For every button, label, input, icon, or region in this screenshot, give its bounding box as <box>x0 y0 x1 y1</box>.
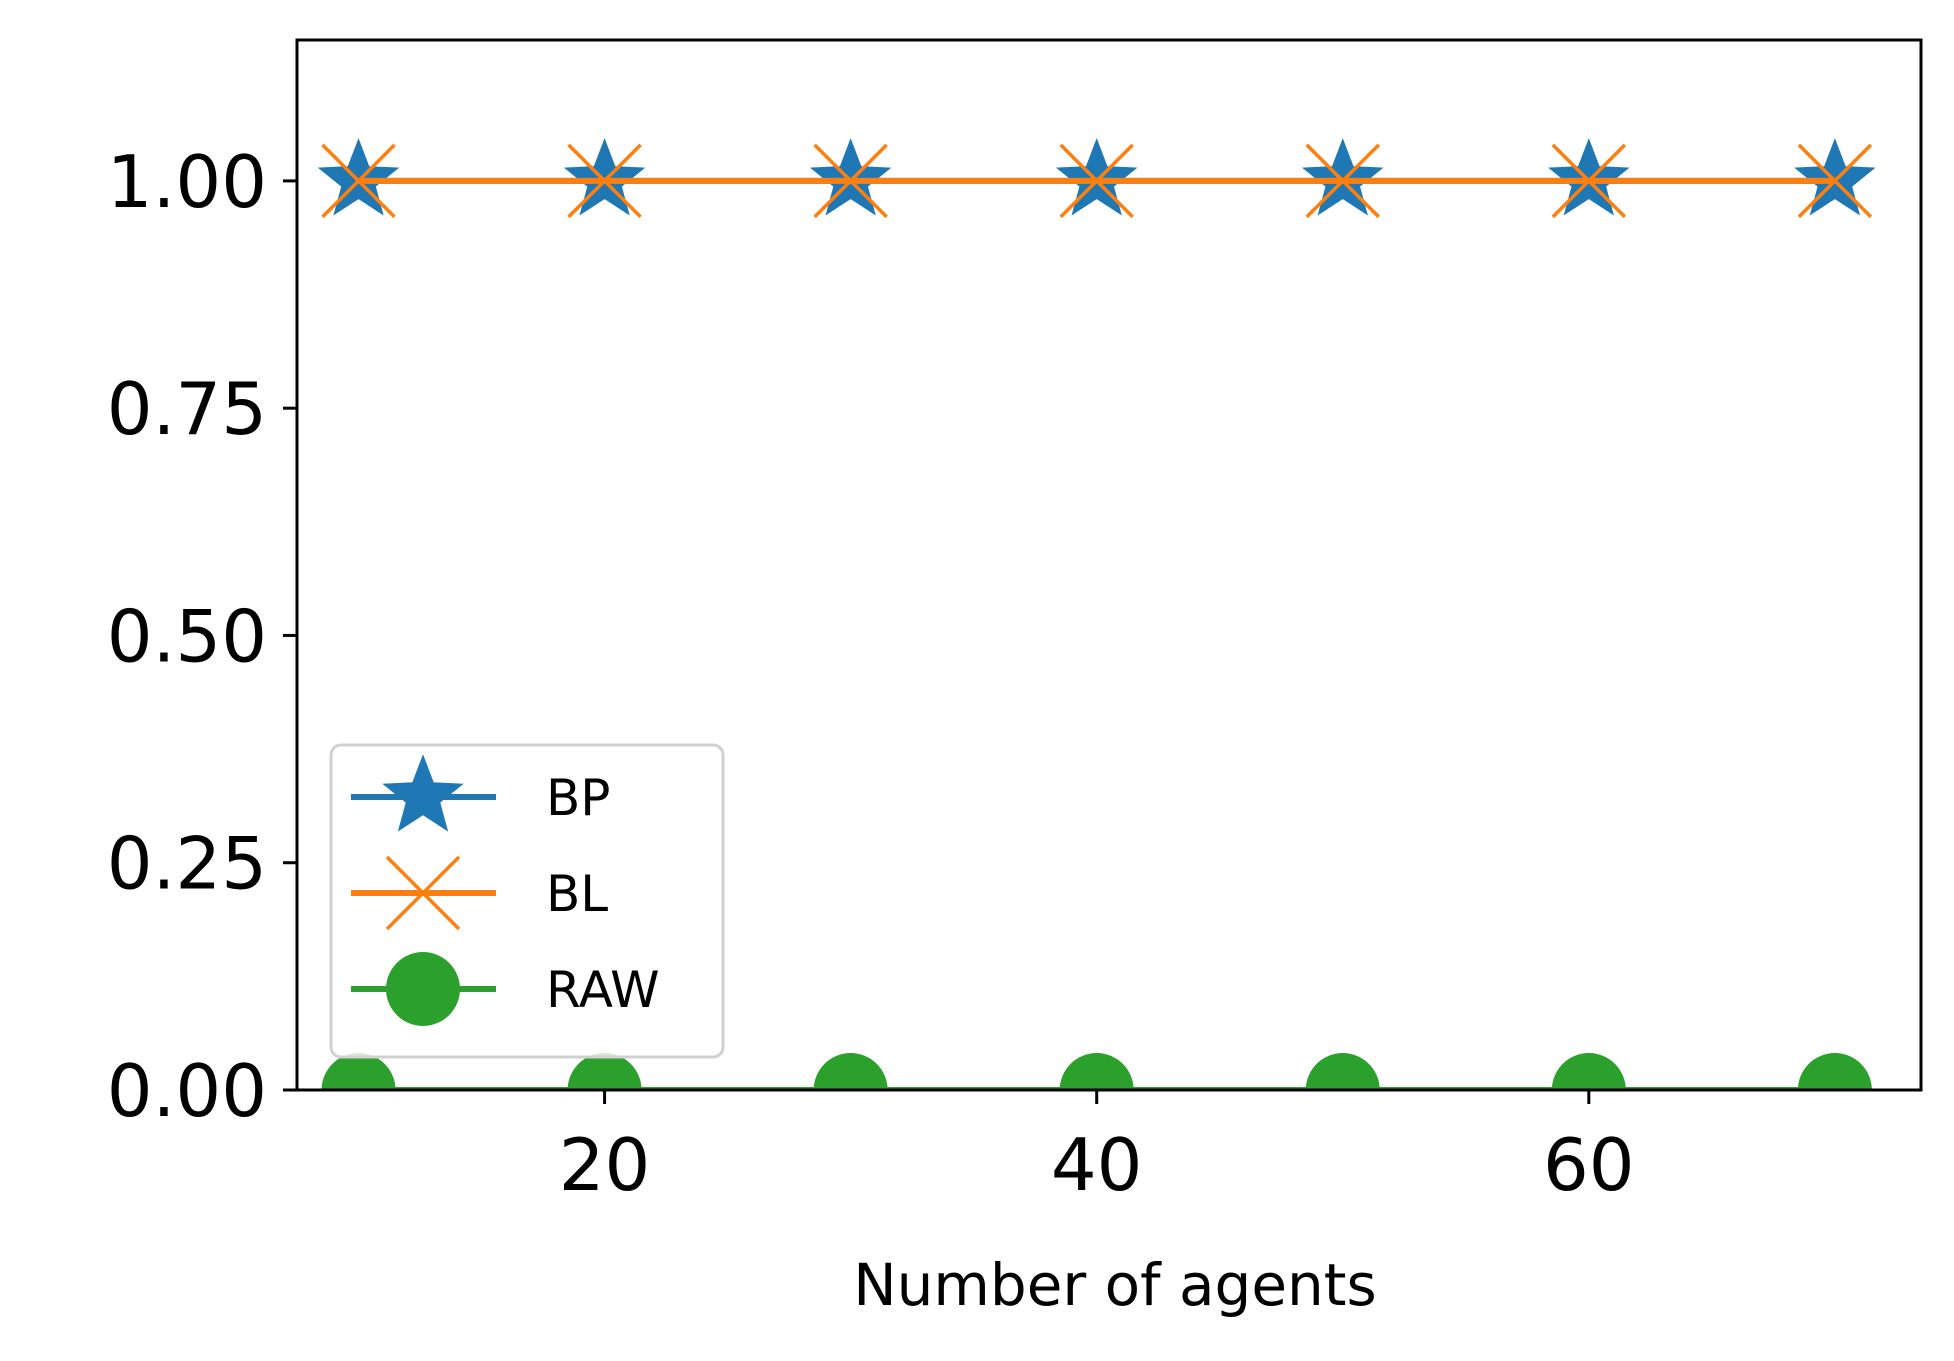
data-point-circle <box>1059 1053 1134 1090</box>
y-axis: 0.00 0.25 0.50 0.75 1.00 <box>107 140 297 1133</box>
legend-label: BP <box>546 769 610 827</box>
y-tick-label: 0.25 <box>107 822 267 906</box>
legend-label: BL <box>546 865 608 923</box>
x-axis: 20 40 60 <box>559 1090 1635 1207</box>
legend-marker-star <box>382 754 464 832</box>
y-tick-label: 0.75 <box>107 367 267 451</box>
data-point-x <box>1797 143 1873 219</box>
plot-area <box>317 138 1876 1090</box>
y-tick-label: 1.00 <box>107 140 267 224</box>
data-point-star <box>809 138 892 216</box>
legend-item-raw: RAW <box>351 952 660 1026</box>
plot-frame <box>295 38 1923 1092</box>
data-point-star <box>1548 138 1630 216</box>
data-point-x <box>1059 143 1134 219</box>
legend-item-bl: BL <box>351 855 608 931</box>
x-tick-label: 60 <box>1543 1123 1635 1207</box>
legend-box <box>329 743 725 1059</box>
series-bp <box>317 138 1876 216</box>
data-point-x <box>1305 143 1380 219</box>
series-raw <box>321 1053 1872 1090</box>
x-axis-label: Number of agents <box>853 1251 1377 1319</box>
data-point-star <box>317 138 400 216</box>
data-point-star <box>1794 138 1876 216</box>
legend: BP BL RAW <box>329 743 725 1059</box>
legend-item-bp: BP <box>351 754 610 832</box>
x-tick-label: 40 <box>1051 1123 1143 1207</box>
legend-marker-circle <box>386 952 460 1026</box>
data-point-circle <box>321 1053 396 1090</box>
data-point-star <box>1302 138 1384 216</box>
data-point-circle <box>1305 1053 1380 1090</box>
data-point-circle <box>1551 1053 1626 1090</box>
data-point-x <box>813 143 888 219</box>
data-point-star <box>1055 138 1138 216</box>
data-point-star <box>563 138 646 216</box>
y-tick-label: 0.00 <box>107 1049 267 1133</box>
series-bl <box>321 143 1873 219</box>
data-point-x <box>1551 143 1627 219</box>
data-point-circle <box>1797 1053 1872 1090</box>
data-point-x <box>567 143 642 219</box>
legend-label: RAW <box>546 961 660 1019</box>
data-point-circle <box>567 1053 642 1090</box>
y-tick-label: 0.50 <box>107 594 267 678</box>
legend-marker-x <box>385 855 461 931</box>
data-point-circle <box>813 1053 888 1090</box>
x-tick-label: 20 <box>559 1123 651 1207</box>
data-point-x <box>321 143 396 219</box>
